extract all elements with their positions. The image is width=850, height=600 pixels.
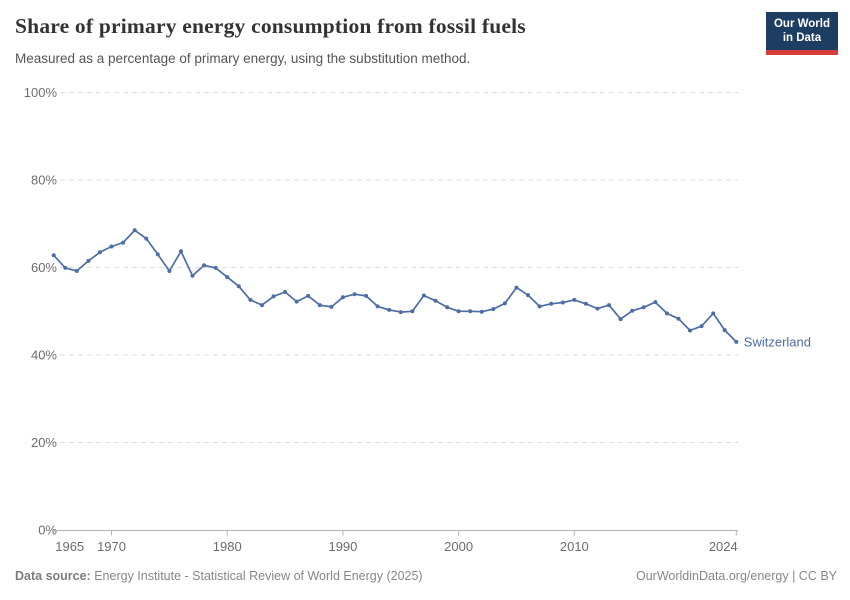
- x-tick-label: 1970: [97, 539, 126, 554]
- data-point-2002: [479, 309, 484, 314]
- data-point-1977: [190, 273, 195, 278]
- data-point-1992: [364, 293, 369, 298]
- data-point-2019: [676, 316, 681, 321]
- data-point-1979: [213, 265, 218, 270]
- data-point-1965: [51, 253, 56, 258]
- data-point-1983: [260, 303, 264, 308]
- y-tick-label: 60%: [31, 260, 57, 275]
- data-point-1980: [225, 275, 230, 280]
- data-point-2013: [607, 303, 611, 308]
- data-point-2005: [514, 285, 519, 290]
- x-tick-label: 2000: [444, 539, 473, 554]
- data-point-2004: [502, 301, 507, 306]
- data-point-1975: [167, 269, 172, 273]
- chart-title: Share of primary energy consumption from…: [15, 14, 526, 38]
- data-point-1969: [98, 250, 102, 255]
- data-point-2023: [722, 328, 727, 333]
- data-point-1981: [236, 284, 241, 289]
- data-point-1972: [132, 228, 137, 233]
- data-point-1984: [271, 294, 276, 299]
- data-point-1985: [283, 290, 288, 294]
- x-tick-label: 2010: [560, 539, 589, 554]
- data-point-2020: [688, 328, 692, 333]
- data-point-1976: [179, 249, 183, 254]
- data-point-2001: [468, 309, 473, 314]
- data-point-1986: [294, 299, 299, 304]
- data-point-1988: [317, 303, 322, 308]
- data-point-1978: [202, 263, 207, 268]
- data-point-2000: [456, 309, 461, 314]
- data-point-1987: [306, 293, 311, 298]
- data-point-2007: [537, 304, 542, 309]
- credit-link[interactable]: OurWorldinData.org/energy | CC BY: [635, 569, 837, 583]
- x-tick-label: 2024: [709, 539, 738, 554]
- data-point-2018: [664, 311, 669, 316]
- owid-logo-line1: Our World: [773, 18, 830, 30]
- data-point-1970: [109, 244, 114, 249]
- data-point-1995: [398, 310, 403, 315]
- data-point-1973: [144, 236, 149, 241]
- data-source-note: Data source: Energy Institute - Statisti…: [15, 569, 423, 583]
- data-point-2024: [734, 339, 739, 344]
- data-point-1999: [445, 305, 450, 310]
- data-point-1968: [86, 258, 91, 263]
- data-point-1994: [387, 307, 392, 312]
- data-point-2003: [491, 307, 496, 312]
- data-point-2017: [653, 300, 658, 305]
- series-label-switzerland: Switzerland: [744, 334, 811, 349]
- data-point-2015: [630, 308, 635, 313]
- data-point-2011: [583, 301, 588, 306]
- data-point-2012: [595, 306, 600, 311]
- chart-subtitle: Measured as a percentage of primary ener…: [15, 51, 471, 66]
- series-line: [52, 229, 738, 343]
- data-point-2021: [699, 324, 704, 329]
- data-point-1993: [375, 304, 380, 309]
- data-point-1997: [421, 293, 426, 298]
- data-point-1996: [410, 309, 415, 314]
- data-point-2010: [572, 297, 577, 302]
- y-tick-label: 80%: [31, 173, 57, 188]
- data-point-1991: [352, 292, 357, 297]
- data-source-text: Energy Institute - Statistical Review of…: [90, 569, 423, 583]
- data-point-1998: [433, 298, 438, 303]
- data-point-1966: [63, 265, 68, 270]
- data-point-1974: [155, 252, 160, 257]
- data-point-2016: [641, 305, 646, 310]
- y-tick-label: 20%: [31, 435, 57, 450]
- data-point-2006: [526, 293, 530, 298]
- data-point-2014: [618, 317, 623, 322]
- data-point-2009: [560, 300, 565, 305]
- data-point-2008: [549, 301, 554, 306]
- data-point-1971: [121, 240, 126, 245]
- data-point-1967: [74, 269, 79, 273]
- data-point-1989: [329, 304, 334, 309]
- y-tick-label: 0%: [38, 523, 57, 538]
- data-point-2022: [711, 311, 716, 316]
- owid-logo[interactable]: Our World in Data: [765, 12, 838, 55]
- data-point-1982: [248, 297, 253, 302]
- y-tick-label: 40%: [31, 348, 57, 363]
- data-point-1990: [340, 295, 345, 300]
- x-tick-label: 1965: [55, 539, 84, 554]
- owid-logo-line2: in Data: [782, 32, 822, 45]
- data-source-label: Data source:: [15, 569, 91, 583]
- x-tick-label: 1990: [328, 539, 357, 554]
- x-tick-label: 1980: [213, 539, 242, 554]
- y-tick-label: 100%: [24, 85, 58, 100]
